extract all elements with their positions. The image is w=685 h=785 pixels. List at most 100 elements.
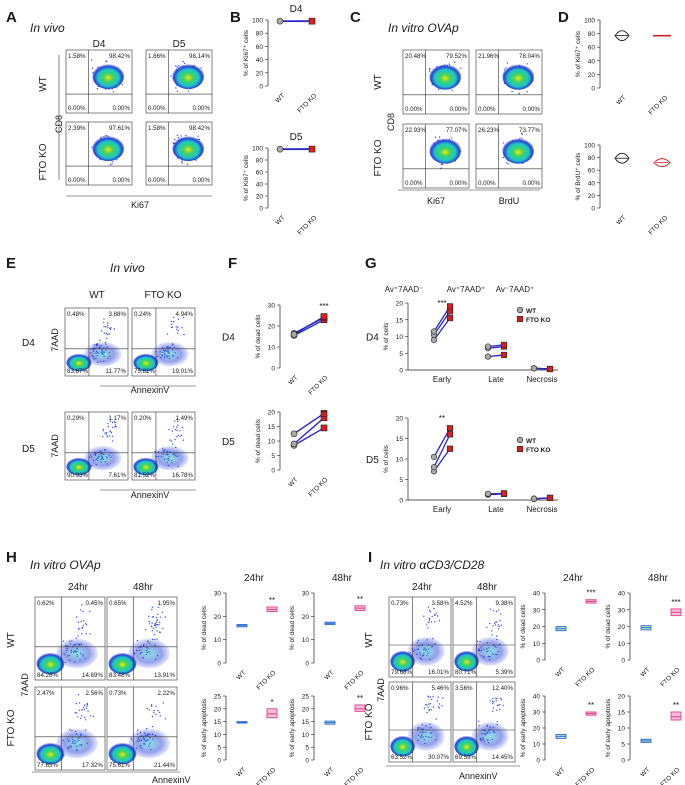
tick-label: 15 — [396, 436, 404, 443]
quadrant-percent: 11.77% — [105, 368, 126, 375]
axis-label: % of cells — [383, 322, 390, 351]
quadrant-percent: 0.00% — [148, 105, 166, 112]
significance: ** — [673, 701, 679, 710]
flow-dot — [197, 135, 199, 137]
flow-dot — [155, 705, 157, 708]
flow-dot — [438, 88, 440, 91]
flow-dot — [460, 67, 462, 70]
data-point-wt — [484, 343, 492, 350]
axis-label: % of cells — [383, 444, 390, 473]
tick-label: 40 — [588, 180, 596, 187]
flow-dot — [183, 333, 185, 336]
violin-wt — [614, 152, 630, 164]
quadrant-percent: 79.68% — [391, 669, 412, 676]
tick-label: 20 — [256, 70, 264, 77]
tick-label: 15 — [268, 424, 276, 431]
y-axis — [223, 592, 227, 664]
tick-label: 80 — [588, 31, 596, 38]
quadrant-percent: 0.00% — [522, 180, 540, 187]
row-label: D4 — [22, 338, 35, 349]
data-point-wt — [276, 17, 284, 25]
flow-dot — [109, 164, 112, 166]
flow-dot — [168, 428, 170, 431]
flow-dot — [181, 161, 183, 163]
tick-label: 20 — [302, 614, 310, 621]
row-label: WT — [6, 632, 17, 648]
tick-label: 0 — [399, 498, 403, 505]
tick-label: 0 — [259, 206, 263, 213]
axis-label: AnnexinV — [152, 775, 191, 785]
flow-dot — [171, 430, 174, 432]
flow-dot — [79, 717, 82, 719]
flow-dot — [496, 721, 498, 723]
legend-label: WT — [526, 308, 536, 315]
flow-dot — [490, 630, 493, 632]
data-point-ko — [446, 431, 454, 438]
flow-dot — [156, 630, 158, 632]
row-label: D5 — [22, 444, 35, 455]
column-header: Av⁺7AAD⁻ — [385, 285, 424, 294]
quadrant-percent: 0.00% — [449, 106, 467, 113]
column-label: 24hr — [68, 582, 89, 593]
panel-title: In vitro OVAp — [388, 21, 459, 35]
flow-dot — [158, 711, 161, 713]
flow-dot — [84, 704, 86, 706]
cell-cluster — [92, 63, 125, 90]
row-label: D4 — [366, 333, 379, 344]
flow-dot — [75, 702, 78, 705]
flow-dot — [180, 135, 182, 137]
flow-dot — [442, 697, 444, 699]
category-label: FTO KO — [659, 766, 681, 785]
flow-dot — [110, 327, 112, 329]
cell-cluster — [92, 135, 125, 162]
flow-dot — [151, 715, 154, 718]
flow-dot — [182, 316, 185, 319]
category-label: WT — [554, 666, 566, 678]
tick-label: 0 — [536, 758, 540, 765]
quadrant-percent: 0.73% — [109, 690, 127, 697]
cell-cluster — [471, 722, 509, 751]
flow-dot — [431, 615, 433, 618]
flow-dot — [526, 91, 529, 93]
data-point-wt — [290, 331, 298, 338]
flow-dot — [75, 637, 77, 639]
flow-dot — [438, 707, 441, 709]
box-ko — [670, 711, 682, 721]
category-label: WT — [274, 92, 286, 104]
tick-label: 0 — [217, 758, 221, 765]
flow-dot — [432, 706, 435, 708]
flow-dot — [153, 624, 156, 627]
flow-dot — [144, 629, 147, 631]
tick-label: 15 — [302, 719, 310, 726]
axis-label: 7AAD — [20, 673, 30, 697]
flow-dot — [489, 608, 491, 610]
tick-label: 20 — [214, 614, 222, 621]
significance: *** — [586, 589, 595, 598]
flow-dot — [154, 622, 156, 625]
flow-dot — [174, 438, 176, 441]
flow-dot — [492, 710, 494, 712]
tick-label: 5 — [305, 745, 309, 752]
flow-dot — [112, 161, 114, 163]
quadrant-percent: 0.45% — [85, 600, 103, 607]
quadrant-percent: 81.52% — [134, 472, 155, 479]
flow-dot — [183, 62, 186, 64]
quadrant-percent: 0.00% — [449, 180, 467, 187]
category-label: Early — [433, 375, 451, 384]
flow-dot — [182, 439, 184, 441]
tick-label: 15 — [396, 317, 404, 324]
flow-dot — [172, 142, 174, 144]
flow-dot — [107, 326, 109, 329]
tick-label: 10 — [396, 334, 404, 341]
flow-plot — [402, 123, 470, 189]
y-axis — [597, 144, 601, 209]
flow-dot — [114, 426, 116, 428]
quadrant-percent: 75.81% — [134, 368, 155, 375]
tick-label: 30 — [533, 607, 541, 614]
flow-dot — [114, 421, 117, 424]
box-ko — [354, 704, 366, 712]
flow-dot — [111, 435, 114, 438]
flow-dot — [493, 701, 495, 703]
axis-label: % of early apoptosis — [520, 698, 527, 757]
flow-dot — [434, 136, 437, 138]
